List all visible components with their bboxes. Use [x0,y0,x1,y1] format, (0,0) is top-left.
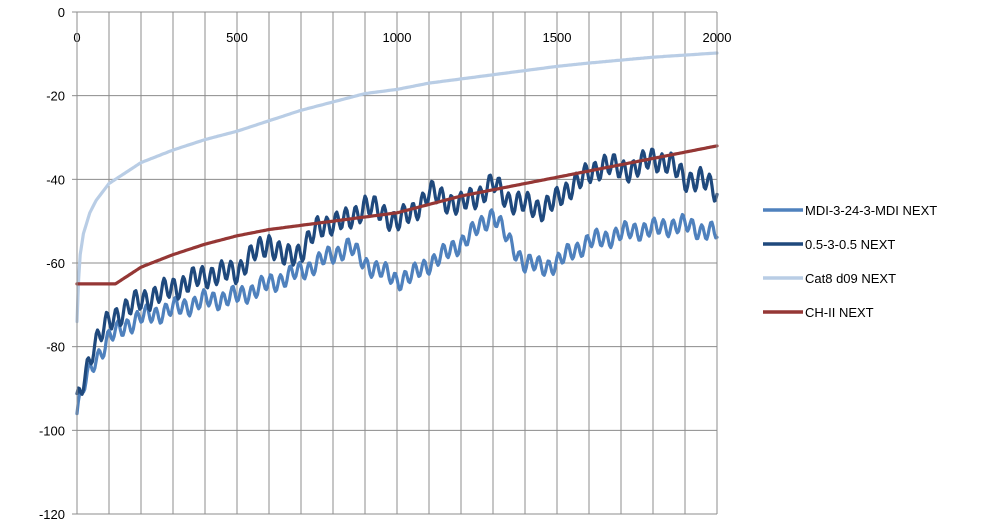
legend-label-3: Cat8 d09 NEXT [805,271,896,286]
legend: MDI-3-24-3-MDI NEXT 0.5-3-0.5 NEXT Cat8 d0… [763,203,937,320]
gridlines [77,12,717,514]
y-tick-label: -20 [46,89,65,104]
x-tick-label: 500 [226,30,248,45]
y-tick-label: -120 [39,507,65,522]
legend-label-2: 0.5-3-0.5 NEXT [805,237,895,252]
y-tick-label: -80 [46,340,65,355]
x-tick-label: 1000 [383,30,412,45]
y-axis-tick-labels: 0 -20 -40 -60 -80 -100 -120 [39,5,65,522]
legend-label-4: CH-II NEXT [805,305,874,320]
x-tick-label: 1500 [543,30,572,45]
y-tick-label: -40 [46,172,65,187]
legend-label-1: MDI-3-24-3-MDI NEXT [805,203,937,218]
y-tick-label: -100 [39,423,65,438]
y-tick-label: 0 [58,5,65,20]
y-tick-label: -60 [46,256,65,271]
